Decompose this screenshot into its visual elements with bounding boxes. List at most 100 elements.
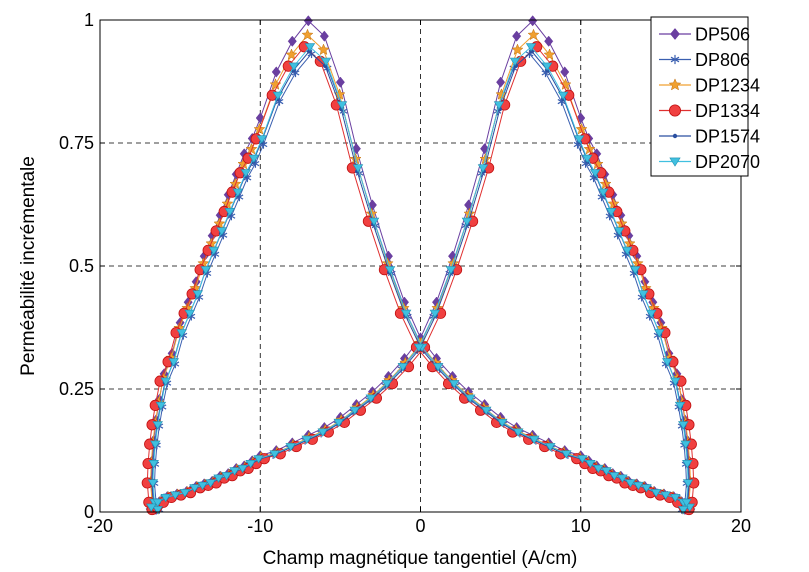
data-point (229, 467, 240, 476)
data-point (493, 101, 505, 110)
data-point (365, 394, 377, 403)
x-tick-label: 0 (415, 516, 425, 536)
legend-label: DP1574 (695, 127, 760, 147)
axis-ticks: -20 -10 0 10 20 0 0.25 0.5 0.75 1 (59, 10, 751, 536)
data-point (213, 474, 224, 483)
data-point (288, 62, 300, 71)
legend-item: DP1574 (659, 127, 760, 147)
data-point (670, 377, 681, 386)
data-point (585, 460, 596, 469)
y-axis-label: Perméabilité incrémentale (18, 156, 39, 376)
data-point (400, 309, 412, 319)
legend-item: DP1234 (659, 76, 760, 96)
data-point (511, 43, 524, 56)
data-point (253, 455, 264, 464)
data-point (682, 479, 694, 488)
x-tick-label: 20 (731, 516, 751, 536)
data-point (197, 481, 208, 491)
data-point (146, 503, 157, 512)
data-point (589, 169, 601, 178)
data-point (545, 443, 556, 452)
data-point (271, 66, 281, 78)
data-point (583, 142, 596, 155)
x-axis-label: Champ magnétique tangentiel (A/cm) (263, 548, 578, 569)
data-point (272, 91, 284, 100)
data-point (541, 62, 553, 71)
legend: DP506 DP806 DP1234 DP1334 DP1574 DP2070 (650, 16, 760, 177)
data-point (245, 460, 256, 469)
data-point (248, 154, 260, 163)
data-point (285, 48, 298, 60)
legend-label: DP1334 (695, 101, 760, 121)
data-point (509, 57, 521, 67)
data-point (317, 43, 330, 56)
data-point (381, 380, 393, 389)
data-point (287, 35, 297, 47)
data-point (560, 66, 570, 78)
legend-item: DP1334 (659, 101, 760, 121)
legend-marker (670, 54, 680, 65)
y-tick-label: 0.25 (59, 379, 94, 399)
data-point (609, 472, 620, 481)
data-point (301, 435, 312, 445)
data-point (461, 217, 473, 226)
x-tick-label: -20 (87, 516, 113, 536)
data-point (269, 450, 280, 459)
data-point (319, 30, 329, 42)
data-point (448, 380, 460, 389)
data-point (170, 491, 181, 500)
data-point (336, 101, 348, 110)
legend-item: DP806 (659, 50, 750, 70)
data-point (301, 28, 314, 41)
data-point (680, 440, 691, 449)
data-point (256, 135, 268, 144)
data-point (613, 227, 625, 236)
legend-marker (669, 104, 682, 117)
data-point (528, 15, 538, 27)
data-point (496, 418, 508, 428)
legend-marker (670, 28, 680, 40)
legend-box (650, 16, 749, 177)
legend-marker (672, 133, 678, 139)
data-point (543, 48, 556, 60)
data-point (605, 208, 617, 217)
data-point (155, 401, 167, 411)
data-point (320, 57, 332, 67)
data-point (641, 484, 652, 493)
data-point (413, 343, 425, 352)
data-point (496, 76, 506, 88)
data-point (681, 498, 692, 508)
data-point (335, 76, 345, 88)
y-tick-label: 0.5 (69, 256, 94, 276)
y-tick-label: 1 (84, 10, 94, 30)
data-point (512, 30, 522, 42)
data-point (184, 309, 195, 319)
data-point (561, 450, 572, 459)
data-point (240, 169, 252, 178)
data-point (200, 266, 212, 275)
data-point (445, 266, 457, 275)
data-point (152, 498, 163, 508)
data-point (150, 440, 161, 449)
data-point (368, 217, 380, 226)
data-point (317, 428, 328, 437)
data-point (674, 401, 686, 411)
data-point (333, 418, 345, 428)
data-point (621, 246, 633, 256)
data-point (633, 481, 644, 491)
data-point (397, 363, 409, 372)
data-point (160, 493, 171, 503)
data-point (678, 421, 689, 430)
data-point (304, 43, 316, 52)
data-point (216, 227, 228, 236)
data-point (646, 309, 657, 319)
data-point (168, 358, 179, 367)
data-point (205, 479, 216, 488)
data-point (650, 489, 662, 498)
data-point (232, 188, 244, 197)
data-point (670, 493, 681, 503)
data-point (245, 142, 258, 155)
data-point (597, 188, 609, 197)
legend-item: DP506 (659, 25, 750, 45)
data-point (527, 28, 540, 41)
